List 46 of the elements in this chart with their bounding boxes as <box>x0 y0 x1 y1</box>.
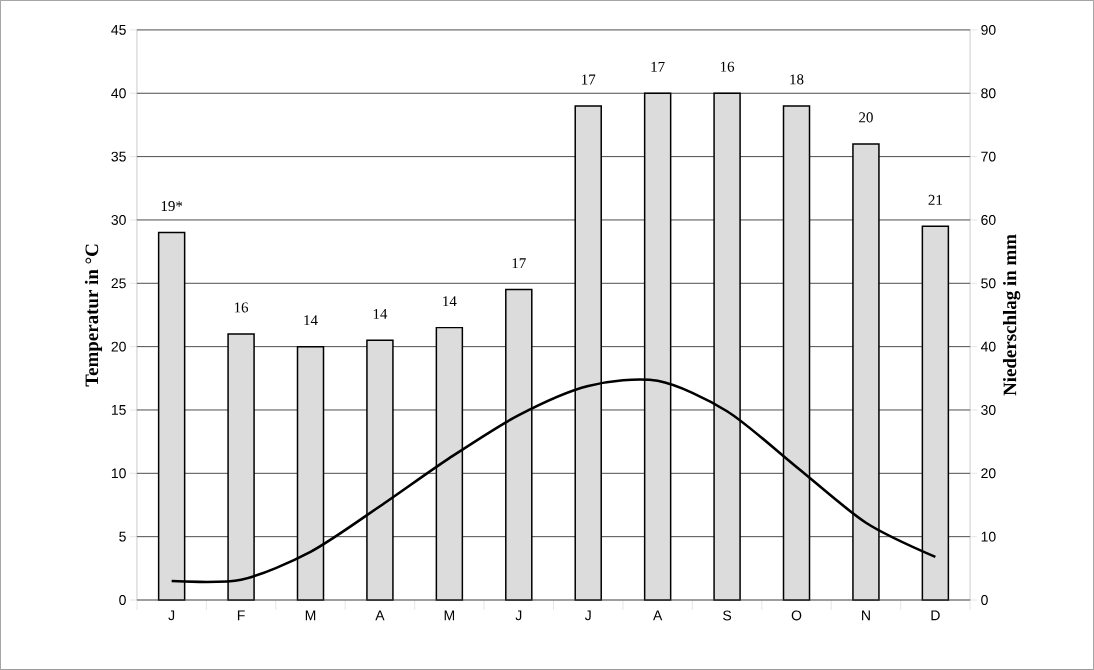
y2-tick-label: 30 <box>981 405 996 415</box>
y-tick-label: 40 <box>111 88 126 99</box>
y2-tick-label: 10 <box>981 531 996 542</box>
annotation: 14 <box>373 308 388 319</box>
x-tick-label: S <box>723 610 732 621</box>
x-tick-label: J <box>584 610 591 621</box>
y2-tick-label: 20 <box>981 468 996 479</box>
y-axis-title: Temperatur in °C <box>84 244 103 387</box>
annotation: 17 <box>651 61 665 72</box>
annotation: 14 <box>443 296 457 307</box>
y2-tick-label: 60 <box>981 215 996 225</box>
y-tick-label: 35 <box>111 151 126 162</box>
y-tick-label: 0 <box>119 595 126 605</box>
y2-axis-title: Niederschlag in mm <box>1002 234 1021 396</box>
x-tick-label: A <box>653 610 663 621</box>
annotation: 19* <box>161 201 183 212</box>
annotation: 14 <box>304 315 318 326</box>
annotation: 21 <box>928 194 942 205</box>
annotation: 16 <box>234 302 249 313</box>
x-tick-label: M <box>444 610 455 621</box>
y-tick-label: 10 <box>111 468 126 479</box>
y-tick-label: 25 <box>111 278 126 289</box>
y2-tick-label: 0 <box>981 595 988 605</box>
x-tick-label: N <box>862 610 870 621</box>
annotation: 18 <box>790 74 804 85</box>
annotation: 20 <box>859 112 873 123</box>
x-tick-label: J <box>515 610 522 621</box>
x-tick-label: M <box>305 610 316 621</box>
x-tick-label: F <box>237 610 245 621</box>
y2-tick-label: 40 <box>980 341 996 352</box>
y-tick-label: 20 <box>111 341 126 352</box>
y-tick-label: 15 <box>111 405 126 415</box>
annotation: 17 <box>582 74 596 85</box>
y-tick-label: 45 <box>111 25 126 35</box>
y2-tick-label: 90 <box>981 24 996 35</box>
x-tick-label: A <box>375 610 385 621</box>
annotation: 17 <box>512 258 526 269</box>
x-tick-label: D <box>931 610 940 621</box>
y2-tick-label: 80 <box>981 88 996 99</box>
y-tick-label: 5 <box>119 531 126 542</box>
y-tick-label: 30 <box>111 215 126 225</box>
annotation: 16 <box>720 61 735 72</box>
y2-tick-label: 70 <box>981 151 996 162</box>
x-tick-label: O <box>791 610 802 621</box>
x-tick-label: J <box>168 610 175 621</box>
y2-tick-label: 50 <box>981 278 996 289</box>
